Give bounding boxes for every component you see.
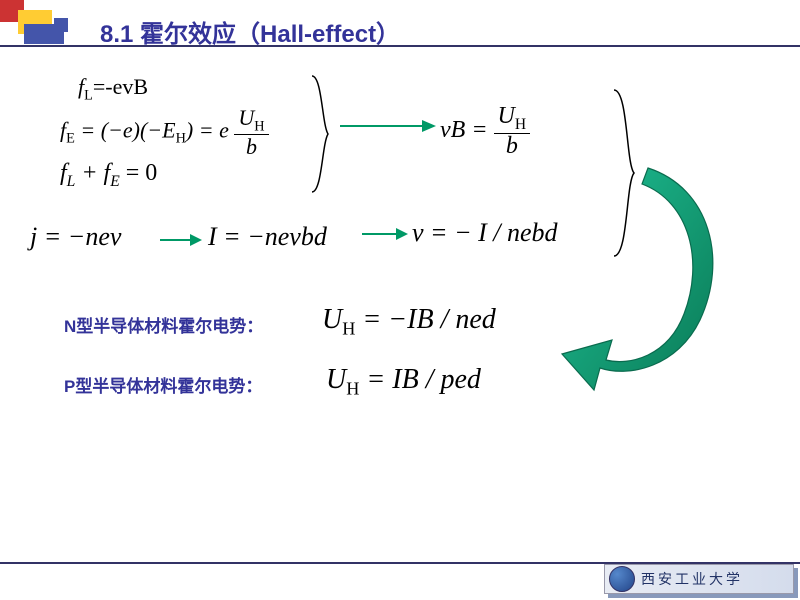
eq-velocity: v = − I / nebd bbox=[412, 218, 558, 248]
corner-ornament bbox=[0, 0, 90, 60]
section-title: 8.1 霍尔效应（Hall-effect） bbox=[100, 14, 400, 49]
eq-current: I = −nevbd bbox=[208, 222, 327, 252]
eq-electric-force: fE = (−e)(−EH) = e UH b bbox=[60, 106, 269, 158]
eq-current-density: j = −nev bbox=[30, 222, 121, 252]
left-group-brace bbox=[308, 74, 332, 194]
arrow-I-to-v bbox=[360, 226, 410, 242]
university-logo-icon bbox=[609, 566, 635, 592]
arrow-to-vB bbox=[338, 116, 438, 136]
footer: 西安工业大学 bbox=[0, 564, 800, 600]
university-name: 西安工业大学 bbox=[641, 569, 743, 589]
eq-lorentz-force: fL=-evB bbox=[78, 74, 148, 104]
eq-force-balance: fL + fE = 0 bbox=[60, 160, 157, 191]
label-p-type: P型半导体材料霍尔电势： bbox=[64, 372, 262, 397]
label-n-type: N型半导体材料霍尔电势： bbox=[64, 312, 263, 337]
eq-hall-p: UH = IB / ped bbox=[326, 364, 481, 400]
curved-result-arrow bbox=[560, 140, 730, 410]
eq-vB: vB = UH b bbox=[440, 104, 530, 159]
eq-hall-n: UH = −IB / ned bbox=[322, 304, 496, 340]
university-badge: 西安工业大学 bbox=[604, 564, 794, 594]
arrow-j-to-I bbox=[158, 232, 204, 248]
